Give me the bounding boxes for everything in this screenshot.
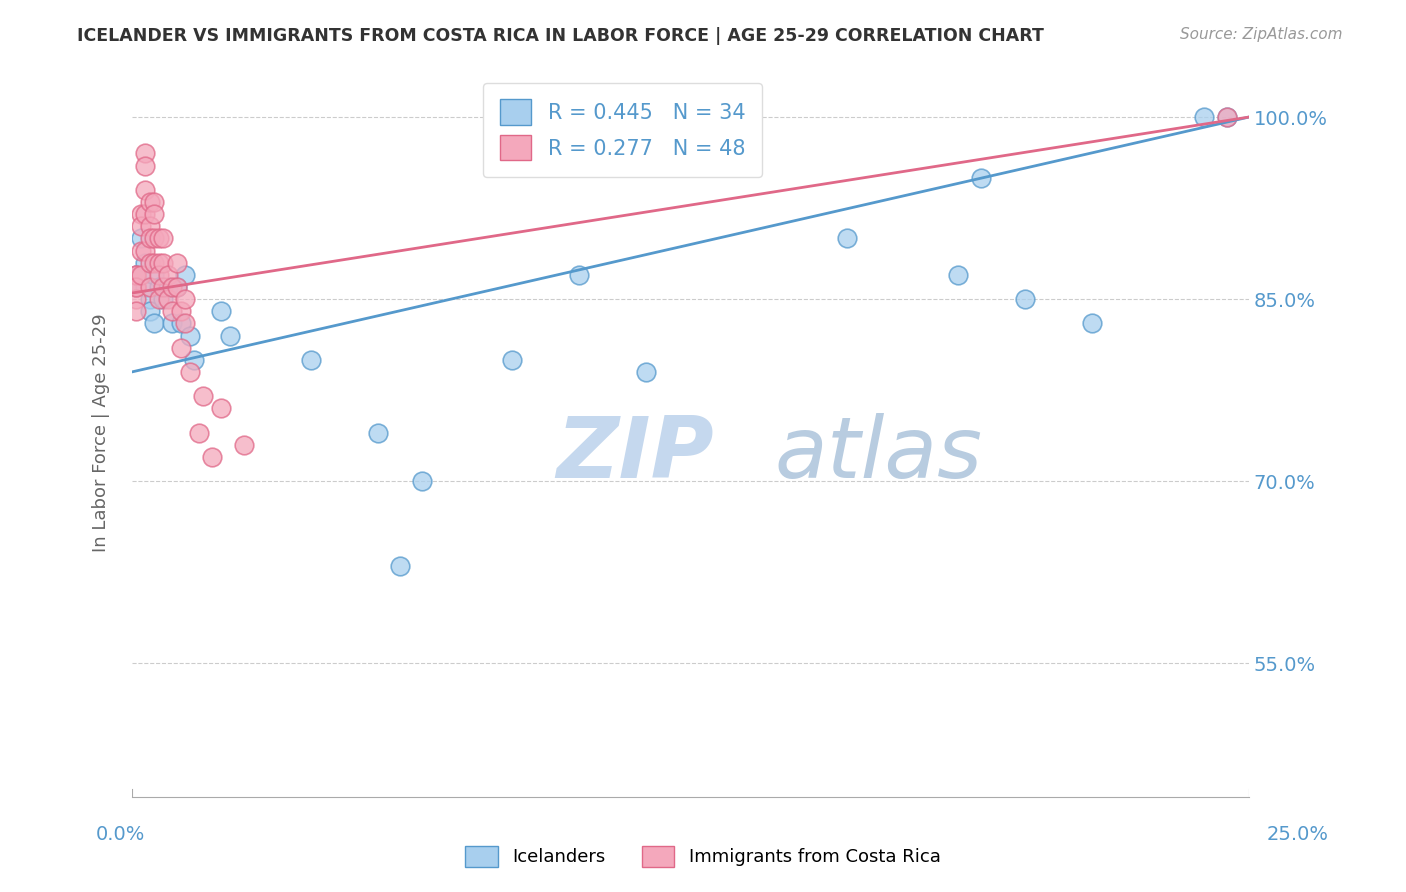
Point <box>1215 110 1237 124</box>
Point <box>152 292 174 306</box>
Point <box>179 328 201 343</box>
Point <box>156 280 179 294</box>
Point <box>367 425 389 440</box>
Point <box>187 425 209 440</box>
Point <box>193 389 215 403</box>
Point <box>948 268 970 282</box>
Point <box>201 450 224 464</box>
Point <box>174 317 197 331</box>
Point <box>129 231 152 245</box>
Legend: R = 0.445   N = 34, R = 0.277   N = 48: R = 0.445 N = 34, R = 0.277 N = 48 <box>484 83 762 178</box>
Point <box>138 304 160 318</box>
Point <box>160 304 183 318</box>
Point <box>835 231 858 245</box>
Point <box>138 194 160 209</box>
Point <box>125 280 148 294</box>
Point <box>143 194 166 209</box>
Text: 25.0%: 25.0% <box>1267 825 1329 844</box>
Point <box>134 280 156 294</box>
Point <box>148 231 170 245</box>
Point <box>143 231 166 245</box>
Point <box>138 219 160 234</box>
Point <box>143 268 166 282</box>
Point <box>134 183 156 197</box>
Point <box>170 317 193 331</box>
Point <box>138 280 160 294</box>
Point <box>125 280 148 294</box>
Point <box>129 219 152 234</box>
Point <box>134 146 156 161</box>
Text: ZIP: ZIP <box>557 413 714 496</box>
Point <box>129 244 152 258</box>
Point <box>138 256 160 270</box>
Point <box>152 231 174 245</box>
Point <box>125 304 148 318</box>
Point <box>148 280 170 294</box>
Point <box>156 268 179 282</box>
Point <box>1215 110 1237 124</box>
Point <box>634 365 657 379</box>
Point <box>174 292 197 306</box>
Point <box>183 352 205 367</box>
Point <box>209 304 232 318</box>
Point <box>209 401 232 416</box>
Point <box>148 256 170 270</box>
Point <box>156 292 179 306</box>
Y-axis label: In Labor Force | Age 25-29: In Labor Force | Age 25-29 <box>93 313 110 552</box>
Point <box>129 207 152 221</box>
Point <box>125 268 148 282</box>
Point <box>170 341 193 355</box>
Text: 0.0%: 0.0% <box>96 825 145 844</box>
Point <box>1192 110 1215 124</box>
Point <box>148 268 170 282</box>
Point <box>125 292 148 306</box>
Point <box>501 352 523 367</box>
Point <box>143 317 166 331</box>
Text: Source: ZipAtlas.com: Source: ZipAtlas.com <box>1180 27 1343 42</box>
Point <box>143 256 166 270</box>
Point <box>299 352 322 367</box>
Point <box>568 268 591 282</box>
Point <box>1014 292 1036 306</box>
Point <box>166 256 188 270</box>
Point <box>160 317 183 331</box>
Point <box>148 292 170 306</box>
Point <box>166 280 188 294</box>
Point <box>134 256 156 270</box>
Text: atlas: atlas <box>775 413 983 496</box>
Point <box>152 280 174 294</box>
Point <box>129 268 152 282</box>
Point <box>134 244 156 258</box>
Point <box>179 365 201 379</box>
Point <box>143 207 166 221</box>
Point <box>232 438 254 452</box>
Point <box>166 280 188 294</box>
Point <box>125 280 148 294</box>
Point <box>170 304 193 318</box>
Point <box>219 328 242 343</box>
Text: ICELANDER VS IMMIGRANTS FROM COSTA RICA IN LABOR FORCE | AGE 25-29 CORRELATION C: ICELANDER VS IMMIGRANTS FROM COSTA RICA … <box>77 27 1045 45</box>
Point <box>174 268 197 282</box>
Point <box>138 292 160 306</box>
Point <box>160 280 183 294</box>
Point <box>411 474 433 488</box>
Point <box>388 559 411 574</box>
Point <box>125 268 148 282</box>
Point <box>138 231 160 245</box>
Point <box>152 256 174 270</box>
Point <box>970 170 993 185</box>
Point <box>125 268 148 282</box>
Point <box>1081 317 1104 331</box>
Legend: Icelanders, Immigrants from Costa Rica: Icelanders, Immigrants from Costa Rica <box>458 838 948 874</box>
Point <box>134 207 156 221</box>
Point <box>134 159 156 173</box>
